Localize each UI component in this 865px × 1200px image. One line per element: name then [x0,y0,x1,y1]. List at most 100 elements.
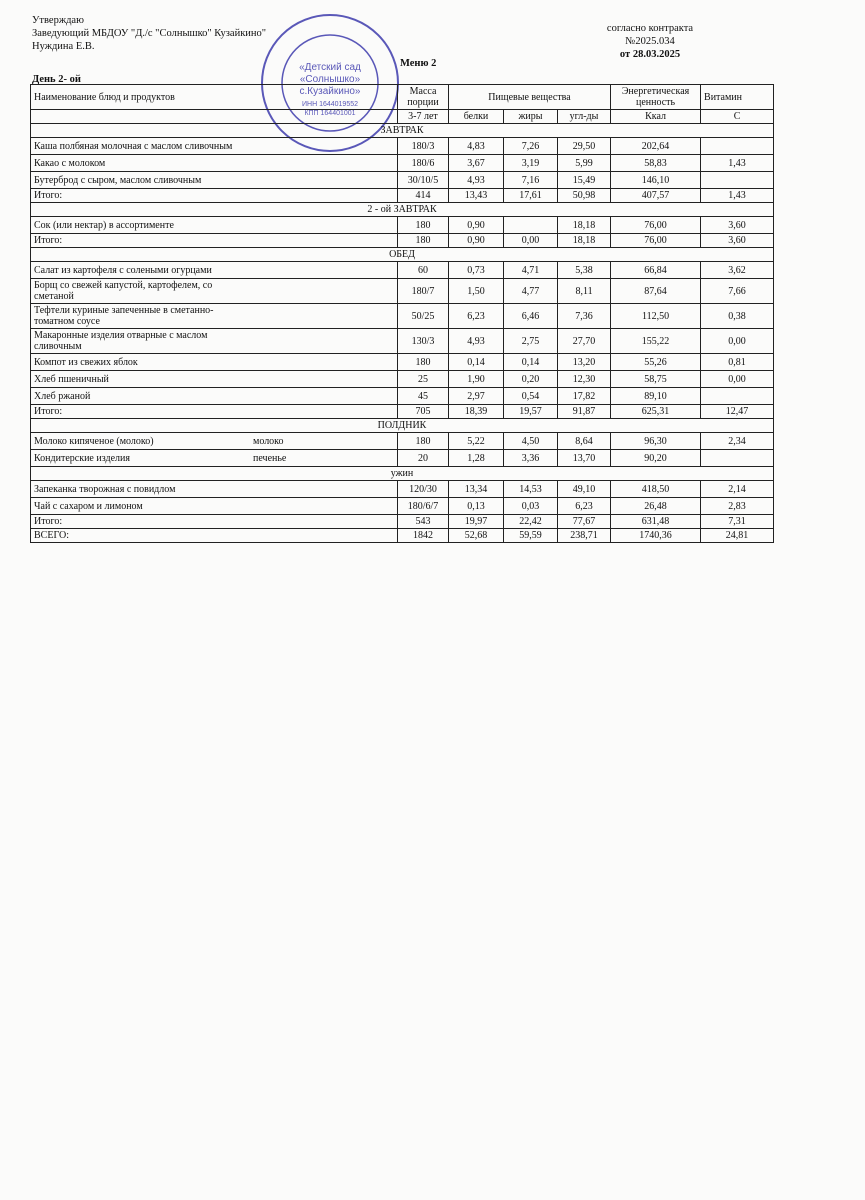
item-name-text: Кондитерские изделия [34,452,130,464]
item-name-text: Сок (или нектар) в ассортименте [34,219,174,231]
item-value: 3,60 [700,233,775,248]
item-value: 4,77 [503,278,558,304]
item-value: 30/10/5 [397,171,449,189]
item-name-text: Хлеб пшеничный [34,373,109,385]
total-row: Итого: 414 13,43 17,61 50,98 407,57 1,43 [30,188,775,203]
item-value: 1,43 [700,188,775,203]
item-name: Компот из свежих яблок [30,353,398,371]
item-value: 49,10 [556,480,612,498]
item-value: 180 [397,216,449,234]
column-header: Ккал [610,109,702,124]
item-value: 55,26 [610,353,702,371]
item-value: 27,70 [556,328,612,354]
contract-line: от 28.03.2025 [619,49,681,60]
item-row: Хлеб ржаной 45 2,97 0,54 17,82 89,10 [30,387,775,405]
item-value: 59,59 [503,528,558,543]
item-value: 22,42 [503,514,558,529]
item-value: 52,68 [448,528,504,543]
item-value: 19,57 [503,404,558,419]
item-value: 6,23 [556,497,612,515]
subsection-row: ужин [29,466,775,481]
item-value: 91,87 [556,404,612,419]
item-value: 13,43 [448,188,504,203]
item-value: 2,14 [700,480,775,498]
item-name: Тефтели куриные запеченные в сметанно-то… [30,303,398,329]
item-row: Запеканка творожная с повидлом 120/30 13,3… [30,480,775,498]
item-value: 2,97 [448,387,504,405]
item-value: 18,18 [556,216,612,234]
item-value: 1,28 [448,449,504,467]
item-value: 180 [397,432,449,450]
item-value: 3,60 [700,216,775,234]
item-name: Хлеб пшеничный [30,370,398,388]
item-value: 4,50 [503,432,558,450]
item-value [700,171,775,189]
item-name: Итого: [30,404,398,419]
stamp-text: «Солнышко» [300,74,361,85]
item-value: 50/25 [397,303,449,329]
item-value: 0,54 [503,387,558,405]
approval-line: Утверждаю [32,15,84,26]
item-value: 180/6 [397,154,449,172]
item-value: 146,10 [610,171,702,189]
item-value: 4,71 [503,261,558,279]
item-name: ВСЕГО: [30,528,398,543]
item-name-text: Бутерброд с сыром, маслом сливочным [34,174,202,186]
item-value: 0,00 [700,328,775,354]
item-value: 18,39 [448,404,504,419]
item-value: 0,00 [503,233,558,248]
column-header: С [700,109,775,124]
item-value: 202,64 [610,137,702,155]
stamp-text: «Детский сад [299,62,361,73]
item-name-text: Молоко кипяченое (молоко) [34,435,154,447]
item-name: Итого: [30,233,398,248]
header-row: 3-7 лет белки жиры угл-ды Ккал С [30,109,775,124]
item-name: Борщ со свежей капустой, картофелем, со … [30,278,398,304]
item-row: Борщ со свежей капустой, картофелем, со … [30,278,775,304]
item-value: 14,53 [503,480,558,498]
item-value: 130/3 [397,328,449,354]
item-value: 58,83 [610,154,702,172]
item-value: 8,64 [556,432,612,450]
section-row: ОБЕД [29,247,775,262]
item-value: 7,16 [503,171,558,189]
total-row: Итого: 543 19,97 22,42 77,67 631,48 7,31 [30,514,775,529]
item-value: 180/6/7 [397,497,449,515]
item-value: 4,93 [448,171,504,189]
item-value: 2,34 [700,432,775,450]
approval-line: Заведующий МБДОУ "Д./с "Солнышко" Кузайк… [32,28,267,39]
column-header: жиры [503,109,558,124]
item-value: 0,81 [700,353,775,371]
item-value: 15,49 [556,171,612,189]
item-note: печенье [253,452,287,464]
item-value: 77,67 [556,514,612,529]
item-name-text: Компот из свежих яблок [34,356,138,368]
item-value: 631,48 [610,514,702,529]
item-value: 7,36 [556,303,612,329]
menu-table: Наименование блюд и продуктов Масса порц… [29,84,775,543]
item-value: 7,31 [700,514,775,529]
item-value: 96,30 [610,432,702,450]
item-name: Бутерброд с сыром, маслом сливочным [30,171,398,189]
item-value: 418,50 [610,480,702,498]
item-value: 90,20 [610,449,702,467]
approval-block: Утверждаю Заведующий МБДОУ "Д./с "Солныш… [32,14,266,53]
column-header: Масса порции [397,84,449,110]
item-name-text: Тефтели куриные запеченные в сметанно-то… [34,305,214,327]
item-value: 8,11 [556,278,612,304]
item-value: 112,50 [610,303,702,329]
grand-total-row: ВСЕГО: 1842 52,68 59,59 238,71 1740,36 24,81 [30,528,775,543]
item-value: 18,18 [556,233,612,248]
item-name: Итого: [30,188,398,203]
item-name: Салат из картофеля с солеными огурцами [30,261,398,279]
day-label: День 2- ой [32,74,81,85]
item-value: 0,14 [448,353,504,371]
item-name: Хлеб ржаной [30,387,398,405]
header-row: Наименование блюд и продуктов Масса порц… [30,84,775,110]
item-row: Кондитерские изделия печенье 20 1,28 3,36 13,… [30,449,775,467]
item-value: 25 [397,370,449,388]
item-value: 0,14 [503,353,558,371]
menu-title: Меню 2 [400,58,437,69]
column-header: угл-ды [556,109,612,124]
